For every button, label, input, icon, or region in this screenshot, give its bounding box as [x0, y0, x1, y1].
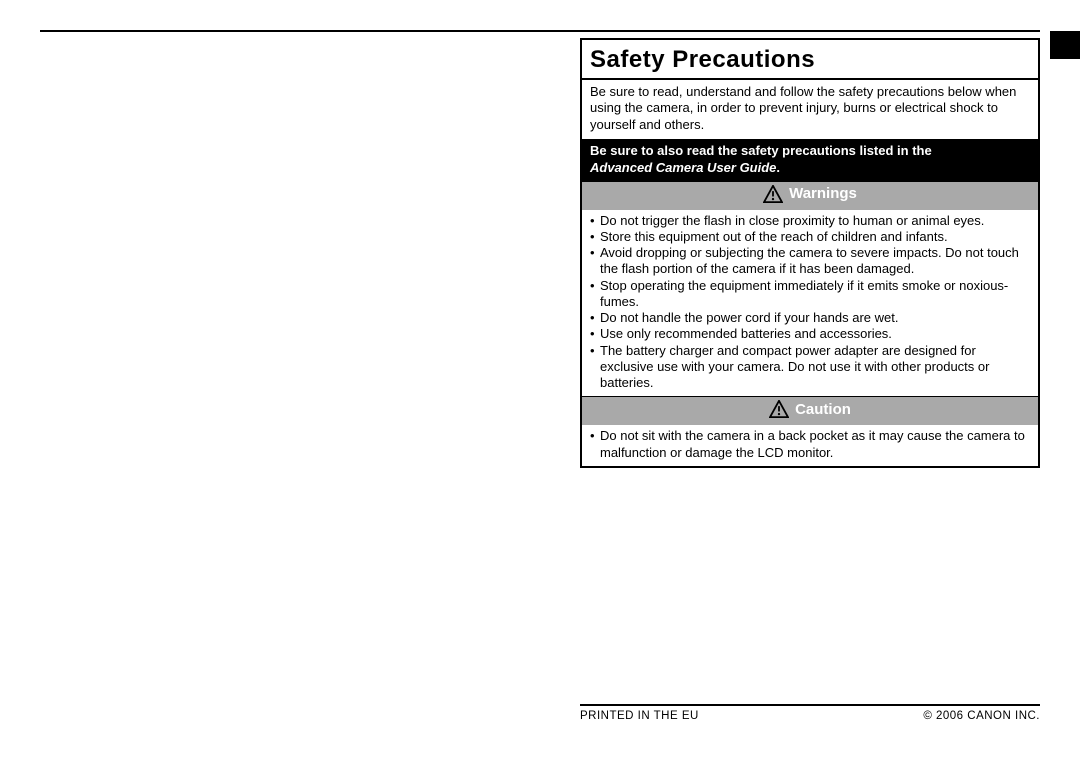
- warnings-band: Warnings: [582, 181, 1038, 210]
- warning-triangle-icon: [763, 185, 783, 203]
- crossref-guide-name: Advanced Camera User Guide: [590, 160, 776, 175]
- list-item: •Do not sit with the camera in a back po…: [590, 428, 1030, 461]
- list-item: •Stop operating the equipment immediatel…: [590, 278, 1030, 311]
- caution-label: Caution: [795, 401, 851, 418]
- footer-copyright: © 2006 CANON INC.: [923, 710, 1040, 722]
- list-item: •Store this equipment out of the reach o…: [590, 229, 1030, 245]
- cautions-list: •Do not sit with the camera in a back po…: [582, 425, 1038, 466]
- intro-text: Be sure to read, understand and follow t…: [590, 84, 1016, 132]
- safety-precautions-box: Safety Precautions Be sure to read, unde…: [580, 38, 1040, 468]
- page-tab-marker: [1050, 31, 1080, 59]
- page-footer: PRINTED IN THE EU © 2006 CANON INC.: [580, 704, 1040, 722]
- list-item: •Use only recommended batteries and acce…: [590, 326, 1030, 342]
- crossref-suffix: .: [776, 160, 780, 175]
- crossref-text: Be sure to also read the safety precauti…: [590, 143, 932, 158]
- box-title: Safety Precautions: [590, 46, 1030, 74]
- warnings-label: Warnings: [789, 185, 857, 202]
- list-item: •Do not handle the power cord if your ha…: [590, 310, 1030, 326]
- footer-printed-in: PRINTED IN THE EU: [580, 710, 699, 722]
- warnings-list: •Do not trigger the flash in close proxi…: [582, 210, 1038, 397]
- list-item: •Do not trigger the flash in close proxi…: [590, 213, 1030, 229]
- list-item: •Avoid dropping or subjecting the camera…: [590, 245, 1030, 278]
- top-horizontal-rule: [40, 30, 1040, 32]
- list-item: •The battery charger and compact power a…: [590, 343, 1030, 392]
- caution-band: Caution: [582, 396, 1038, 425]
- warning-triangle-icon: [769, 400, 789, 418]
- cross-reference-band: Be sure to also read the safety precauti…: [582, 139, 1038, 181]
